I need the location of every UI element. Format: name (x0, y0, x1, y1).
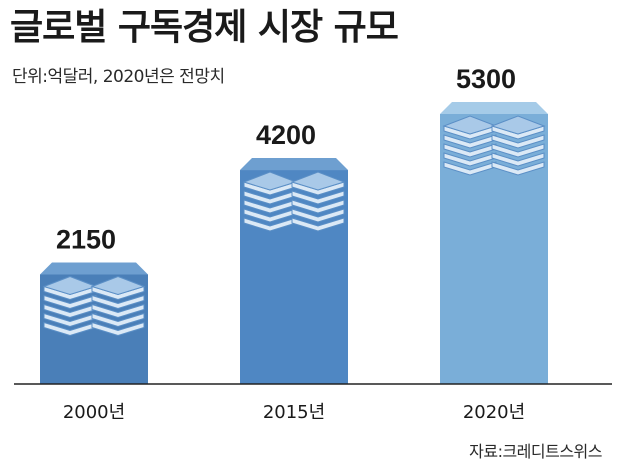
value-label-2: 5300 (456, 64, 516, 94)
bar-group-0 (40, 262, 148, 384)
bar-group-2 (440, 102, 548, 384)
category-label-1: 2015년 (263, 402, 325, 423)
source-note: 자료:크레디트스위스 (469, 438, 602, 462)
bar-top-2 (440, 102, 548, 114)
bar-group-1 (240, 158, 348, 384)
bar-top-0 (40, 262, 148, 274)
value-label-1: 4200 (256, 120, 316, 150)
value-label-0: 2150 (56, 224, 116, 254)
category-label-2: 2020년 (463, 402, 525, 423)
category-label-0: 2000년 (63, 402, 125, 423)
bar-top-1 (240, 158, 348, 170)
